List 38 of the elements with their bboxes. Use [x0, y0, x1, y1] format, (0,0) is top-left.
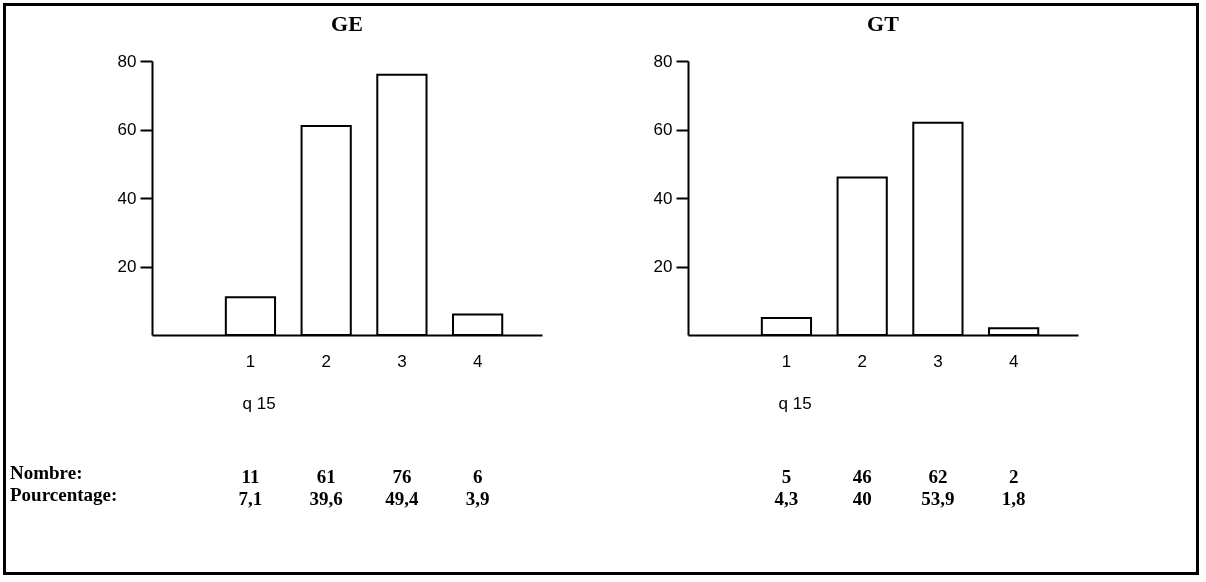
text: Pourcentage:	[10, 484, 118, 506]
y-tick-label: 20	[653, 257, 673, 276]
data-label: 5	[781, 466, 792, 487]
text: Nombre:	[10, 462, 84, 484]
text: 4,3	[774, 488, 799, 509]
x-tick-label: 1	[245, 351, 256, 371]
text: 53,9	[921, 488, 955, 509]
chart-title: GT	[867, 11, 900, 36]
chart-title: GE	[331, 11, 363, 36]
y-tick-label: 40	[117, 188, 137, 208]
x-axis-title: q 15	[778, 393, 812, 413]
data-label: 46	[852, 466, 872, 487]
y-tick-label: 80	[653, 51, 673, 71]
x-tick-label: 1	[781, 351, 792, 371]
text: 1,8	[1001, 488, 1026, 509]
data-label: 76	[392, 466, 412, 487]
text: 7,1	[238, 488, 263, 509]
x-tick-label: 3	[933, 351, 943, 371]
data-label: 61	[316, 466, 336, 487]
y-tick-label: 60	[653, 120, 673, 139]
data-label: 62	[928, 466, 948, 487]
y-tick-label: 20	[117, 257, 137, 276]
text: 49,4	[385, 488, 420, 509]
x-tick-label: 3	[397, 351, 407, 371]
data-label: 2	[1008, 466, 1019, 487]
y-tick-label: 40	[653, 188, 673, 208]
data-label: 11	[241, 466, 260, 487]
y-tick-label: 80	[117, 51, 137, 71]
data-label: 6	[472, 466, 483, 487]
text: 39,6	[309, 488, 343, 509]
text: 3,9	[465, 488, 490, 509]
text: 40	[852, 488, 872, 509]
y-tick-label: 60	[117, 120, 137, 139]
x-tick-label: 4	[1008, 351, 1019, 371]
x-tick-label: 2	[857, 351, 867, 371]
x-tick-label: 2	[321, 351, 331, 371]
x-tick-label: 4	[472, 351, 483, 371]
x-axis-title: q 15	[242, 393, 276, 413]
